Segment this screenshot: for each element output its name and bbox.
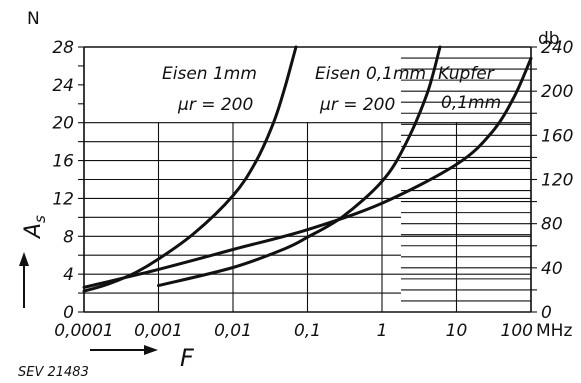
svg-text:As: As (21, 215, 49, 240)
annotation-eisen-1mm-line2: μr = 200 (177, 95, 253, 115)
x-unit-label: MHz (536, 321, 572, 341)
y-tick-label: 0 (63, 303, 74, 323)
y2-tick-label: 0 (541, 303, 552, 323)
annotation-kupfer: Kupfer 0,1mm (438, 64, 501, 113)
annotation-eisen-01mm-line1: Eisen 0,1mm (315, 64, 426, 84)
x-axis-title: F (180, 344, 195, 372)
x-tick-label: 0,01 (214, 321, 252, 341)
annotation-kupfer-line2: 0,1mm (441, 93, 501, 113)
y2-tick-label: 80 (541, 215, 563, 235)
y-tick-label: 24 (52, 76, 74, 96)
y-tick-label: 28 (52, 38, 74, 58)
curve-eisen-01mm (157, 45, 442, 287)
data-curves (82, 45, 533, 293)
y-tick-label: 12 (52, 189, 74, 209)
y-tick-label: 16 (52, 152, 74, 172)
grid-lines (78, 46, 537, 313)
y-tick-label: 20 (52, 114, 74, 134)
x-tick-label: 0,0001 (54, 321, 113, 341)
annotation-eisen-1mm: Eisen 1mm μr = 200 (162, 64, 257, 115)
y-tick-label: 8 (63, 227, 74, 247)
x-tick-label: 0,1 (294, 321, 321, 341)
x-tick-label: 1 (377, 321, 388, 341)
y-unit-label: N (27, 9, 40, 29)
annotation-eisen-01mm-line2: μr = 200 (319, 95, 395, 115)
y2-tick-label: 160 (541, 126, 573, 146)
x-tick-label: 10 (446, 321, 468, 341)
y2-unit-label: db (538, 29, 560, 49)
y-axis-title-main: A (21, 223, 46, 240)
x-tick-label: 100 (501, 321, 533, 341)
annotation-kupfer-line1: Kupfer (438, 64, 495, 84)
y2-tick-label: 240 (541, 38, 573, 58)
y-axis-title-sub: s (31, 215, 49, 223)
figure-code: SEV 21483 (18, 365, 89, 380)
y-axis-title: As (19, 215, 49, 308)
tick-labels: 0 4 8 12 16 20 24 28 0 40 80 120 160 200 240 0,0001 0,00… (52, 38, 573, 341)
curve-kupfer-01mm (82, 56, 533, 289)
annotation-eisen-01mm: Eisen 0,1mm μr = 200 (315, 64, 426, 115)
y2-tick-label: 120 (541, 171, 573, 191)
y-tick-label: 4 (63, 265, 74, 285)
y2-tick-label: 40 (541, 259, 563, 279)
y2-tick-label: 200 (541, 82, 573, 102)
annotation-eisen-1mm-line1: Eisen 1mm (162, 64, 257, 84)
x-axis-title-group: F (90, 344, 195, 372)
x-tick-label: 0,001 (134, 321, 183, 341)
